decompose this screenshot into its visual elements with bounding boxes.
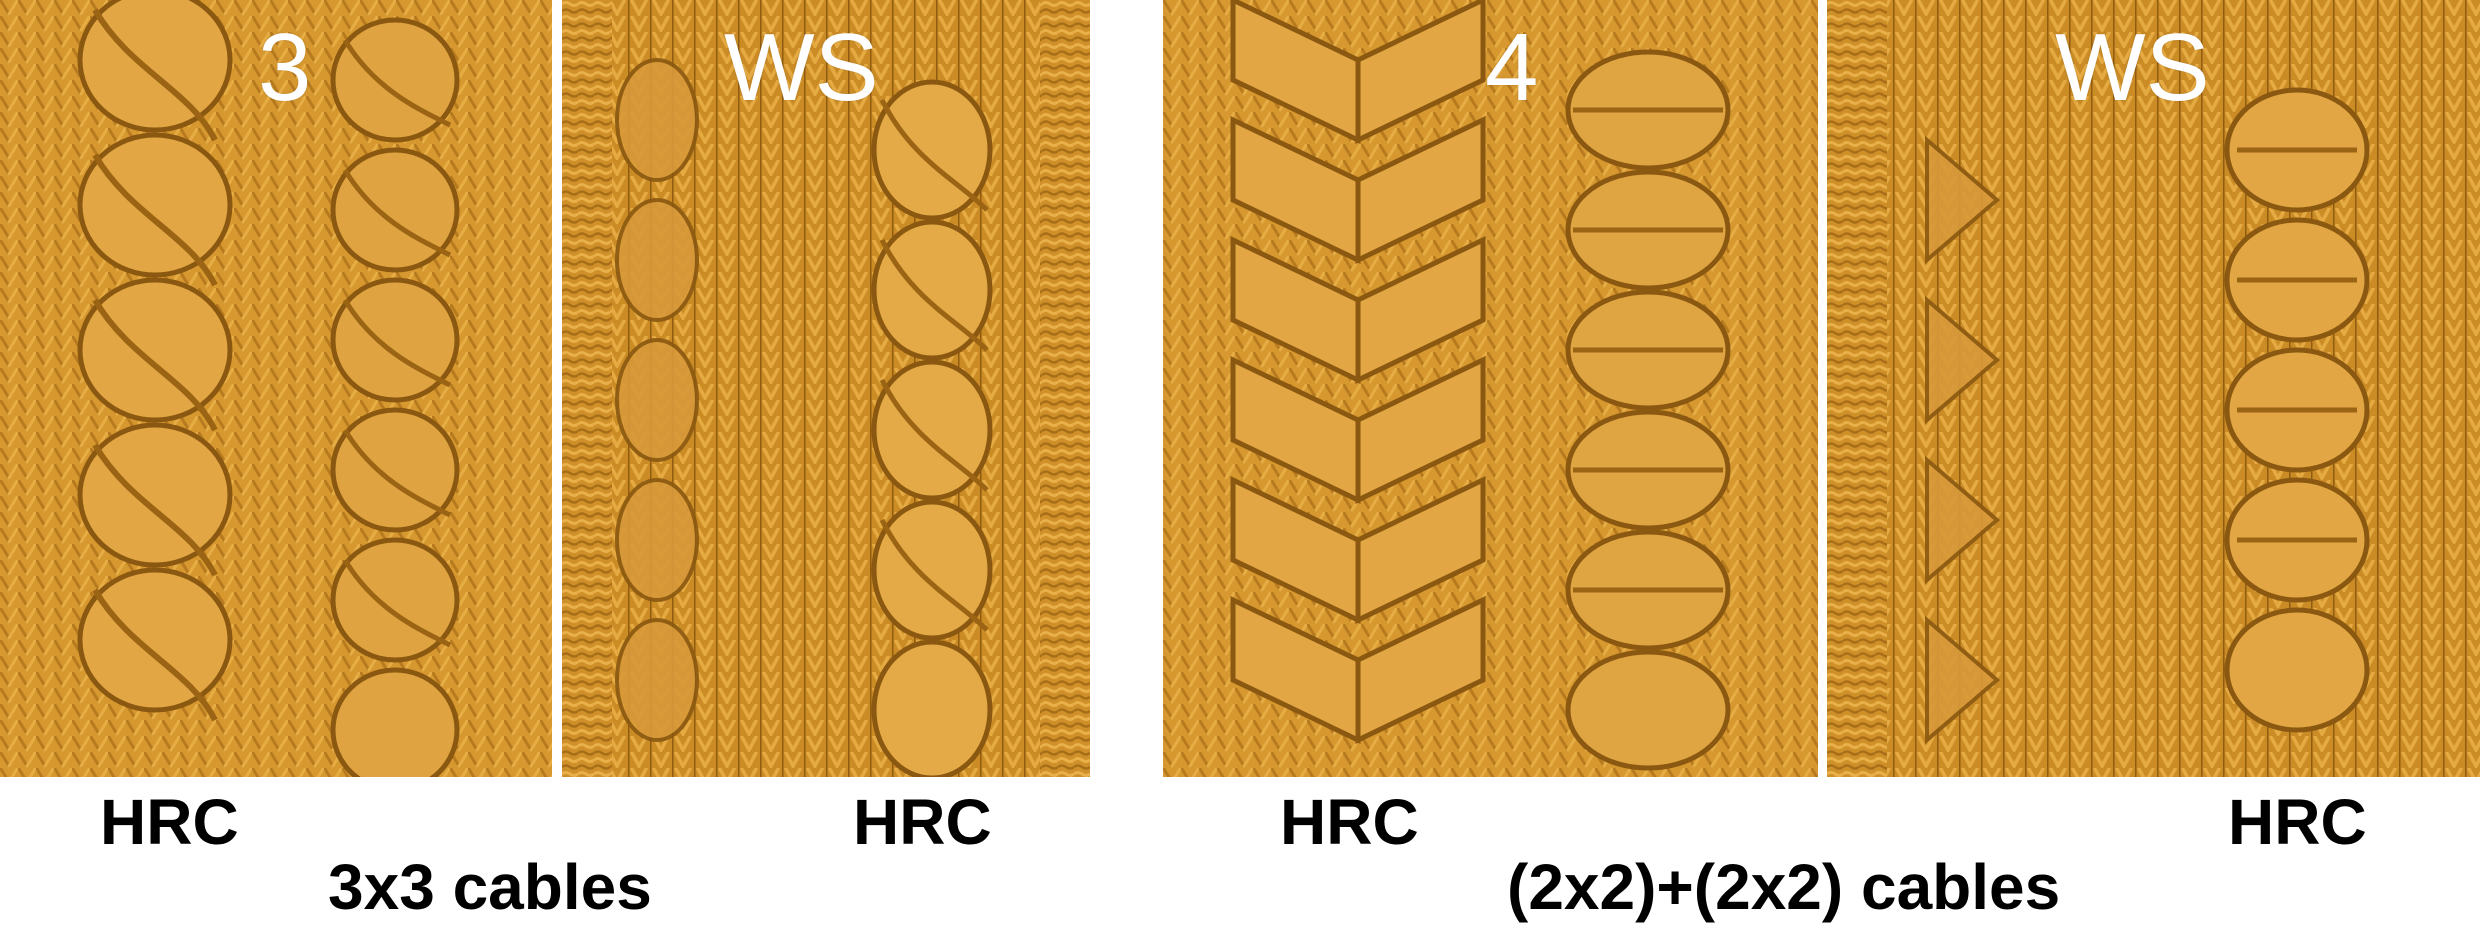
knit-photo-3x3-front: 3 [0,0,552,777]
panel-label: 3 [258,14,312,121]
caption-hrc: HRC [1280,786,1419,858]
panel-label: WS [724,14,879,121]
knit-texture [0,0,552,777]
knit-texture [562,0,1090,777]
panel-label: 4 [1485,14,1539,121]
knit-texture [1827,0,2480,777]
knit-texture [1163,0,1818,777]
knit-photo-2x2-front: 4 [1163,0,1818,777]
caption-hrc: HRC [853,786,992,858]
knit-photo-2x2-ws: WS [1827,0,2480,777]
group-title: 3x3 cables [328,851,652,923]
knit-photo-3x3-ws: WS [562,0,1090,777]
group-title: (2x2)+(2x2) cables [1507,851,2061,923]
caption-hrc: HRC [100,786,239,858]
panel-label: WS [2055,14,2210,121]
caption-hrc: HRC [2228,786,2367,858]
